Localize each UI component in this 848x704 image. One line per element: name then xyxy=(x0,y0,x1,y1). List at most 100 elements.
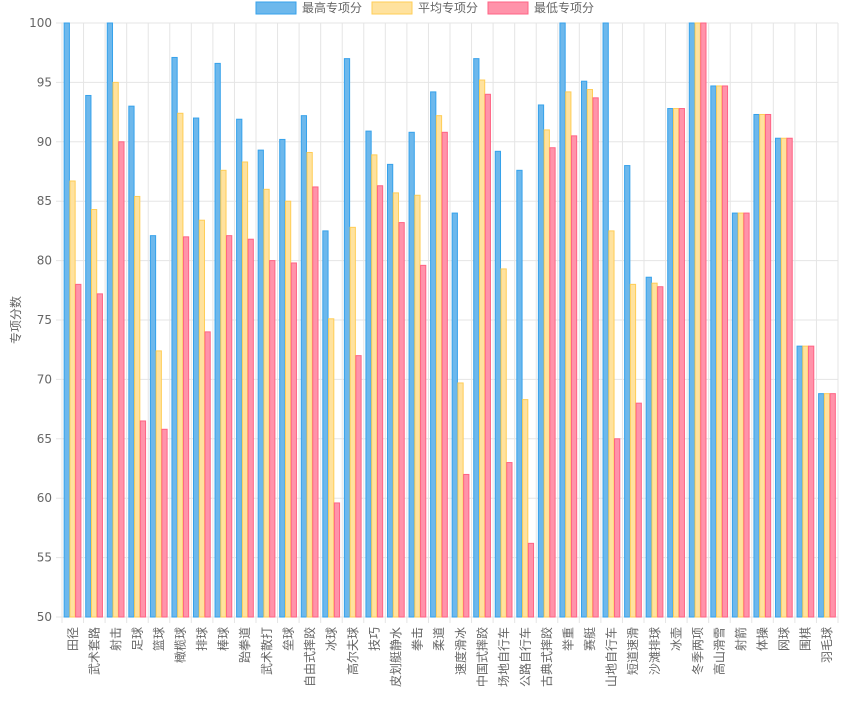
bar-min[interactable] xyxy=(527,542,535,618)
bar-max[interactable] xyxy=(192,117,200,618)
bar-min[interactable] xyxy=(808,345,815,618)
bar-max[interactable] xyxy=(236,118,243,618)
bar-avg[interactable] xyxy=(694,22,701,618)
bar-max[interactable] xyxy=(128,105,135,618)
bar-avg[interactable] xyxy=(263,188,270,618)
bar-max[interactable] xyxy=(300,115,308,618)
bar-max[interactable] xyxy=(257,149,264,618)
bar-max[interactable] xyxy=(818,393,825,618)
legend-swatch[interactable] xyxy=(255,1,297,15)
bar-min[interactable] xyxy=(614,438,621,618)
bar-max[interactable] xyxy=(645,276,652,618)
bar-max[interactable] xyxy=(796,345,803,618)
bar-min[interactable] xyxy=(743,212,750,618)
bar-min[interactable] xyxy=(398,222,405,618)
bar-max[interactable] xyxy=(322,230,329,618)
bar-min[interactable] xyxy=(721,85,729,618)
bar-avg[interactable] xyxy=(435,115,443,618)
bar-avg[interactable] xyxy=(90,209,98,618)
bar-avg[interactable] xyxy=(69,180,76,618)
bar-max[interactable] xyxy=(63,22,70,618)
bar-max[interactable] xyxy=(408,131,415,618)
bar-min[interactable] xyxy=(269,260,276,618)
bar-max[interactable] xyxy=(149,235,157,618)
bar-avg[interactable] xyxy=(112,81,119,618)
bar-min[interactable] xyxy=(204,331,211,618)
legend-label[interactable]: 最高专项分 xyxy=(302,0,362,15)
bar-max[interactable] xyxy=(516,169,523,618)
bar-min[interactable] xyxy=(290,262,297,618)
bar-min[interactable] xyxy=(570,135,578,618)
bar-min[interactable] xyxy=(764,113,772,618)
bar-max[interactable] xyxy=(171,56,178,618)
bar-min[interactable] xyxy=(635,402,642,618)
bar-max[interactable] xyxy=(774,137,782,618)
bar-avg[interactable] xyxy=(802,345,809,618)
bar-avg[interactable] xyxy=(177,112,184,618)
bar-min[interactable] xyxy=(829,393,836,618)
bar-min[interactable] xyxy=(333,502,341,618)
bar-min[interactable] xyxy=(376,185,384,618)
bar-avg[interactable] xyxy=(284,200,292,618)
bar-max[interactable] xyxy=(580,80,588,618)
bar-max[interactable] xyxy=(710,85,717,618)
bar-min[interactable] xyxy=(657,286,664,618)
bar-min[interactable] xyxy=(312,186,319,618)
bar-max[interactable] xyxy=(343,58,351,618)
bar-avg[interactable] xyxy=(586,89,593,618)
bar-max[interactable] xyxy=(624,165,631,618)
bar-min[interactable] xyxy=(786,137,793,618)
bar-avg[interactable] xyxy=(392,192,399,618)
bar-min[interactable] xyxy=(549,147,556,618)
bar-max[interactable] xyxy=(559,22,566,618)
bar-max[interactable] xyxy=(537,104,545,618)
bar-max[interactable] xyxy=(451,212,458,618)
bar-avg[interactable] xyxy=(349,226,356,618)
legend-label[interactable]: 最低专项分 xyxy=(534,0,594,15)
bar-avg[interactable] xyxy=(716,85,723,618)
bar-avg[interactable] xyxy=(155,350,162,618)
bar-min[interactable] xyxy=(420,264,427,618)
bar-avg[interactable] xyxy=(672,108,680,618)
bar-avg[interactable] xyxy=(371,154,378,618)
bar-min[interactable] xyxy=(161,428,168,618)
bar-max[interactable] xyxy=(494,150,502,618)
bar-min[interactable] xyxy=(355,355,362,618)
bar-avg[interactable] xyxy=(780,137,787,618)
bar-min[interactable] xyxy=(247,238,254,618)
bar-min[interactable] xyxy=(96,293,103,618)
bar-min[interactable] xyxy=(182,236,190,618)
bar-avg[interactable] xyxy=(500,268,507,618)
bar-min[interactable] xyxy=(592,97,599,618)
bar-avg[interactable] xyxy=(328,318,335,618)
bar-max[interactable] xyxy=(688,22,696,618)
bar-min[interactable] xyxy=(678,108,685,618)
bar-avg[interactable] xyxy=(478,79,486,618)
bar-avg[interactable] xyxy=(543,129,550,618)
bar-avg[interactable] xyxy=(565,91,572,618)
bar-max[interactable] xyxy=(602,22,609,618)
bar-min[interactable] xyxy=(139,420,147,618)
bar-avg[interactable] xyxy=(134,195,141,618)
bar-avg[interactable] xyxy=(608,230,615,618)
bar-max[interactable] xyxy=(365,130,372,618)
bar-max[interactable] xyxy=(85,94,92,618)
bar-max[interactable] xyxy=(279,138,286,618)
bar-max[interactable] xyxy=(386,163,394,618)
bar-min[interactable] xyxy=(463,473,470,618)
bar-avg[interactable] xyxy=(759,113,766,618)
bar-avg[interactable] xyxy=(629,283,637,618)
bar-min[interactable] xyxy=(75,283,82,618)
bar-min[interactable] xyxy=(441,131,448,618)
bar-avg[interactable] xyxy=(457,382,464,618)
bar-avg[interactable] xyxy=(241,161,249,618)
bar-avg[interactable] xyxy=(522,399,529,618)
bar-min[interactable] xyxy=(226,235,233,618)
bar-min[interactable] xyxy=(118,141,125,618)
bar-max[interactable] xyxy=(731,212,739,618)
bar-max[interactable] xyxy=(430,91,437,618)
bar-min[interactable] xyxy=(700,22,707,618)
bar-max[interactable] xyxy=(106,22,114,618)
bar-avg[interactable] xyxy=(414,194,421,618)
bar-avg[interactable] xyxy=(306,151,313,618)
